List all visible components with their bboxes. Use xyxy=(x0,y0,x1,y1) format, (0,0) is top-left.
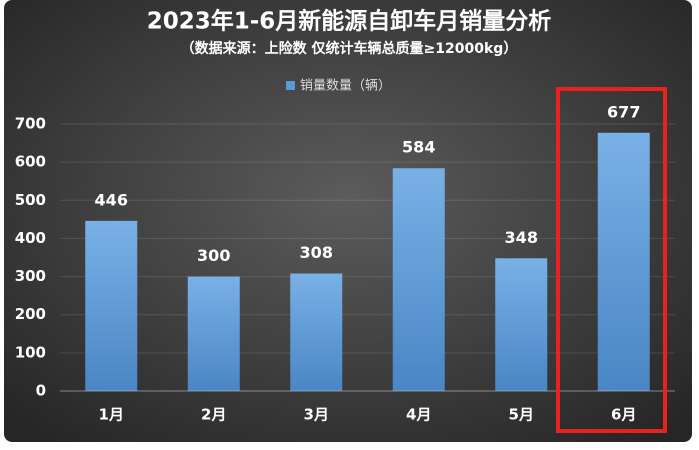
bar xyxy=(85,220,138,391)
chart-subtitle: （数据来源：上险数 仅统计车辆总质量≥12000kg） xyxy=(181,40,518,57)
y-tick-label: 100 xyxy=(15,343,46,361)
data-label: 300 xyxy=(197,246,230,265)
x-tick-label: 3月 xyxy=(304,406,329,424)
data-label: 677 xyxy=(607,102,640,121)
y-tick-label: 300 xyxy=(15,267,46,285)
bar xyxy=(290,273,343,391)
highlight-box xyxy=(556,87,667,433)
data-label: 584 xyxy=(402,138,435,157)
y-tick-label: 600 xyxy=(15,153,46,171)
data-label: 308 xyxy=(300,243,333,262)
bar xyxy=(495,258,548,391)
y-tick-label: 400 xyxy=(15,229,46,247)
x-tick-label: 2月 xyxy=(201,406,226,424)
chart-title: 2023年1-6月新能源自卸车月销量分析 xyxy=(147,8,552,35)
bar xyxy=(392,168,445,391)
y-tick-label: 700 xyxy=(15,115,46,133)
x-tick-label: 6月 xyxy=(611,406,636,424)
y-tick-label: 500 xyxy=(15,191,46,209)
bar xyxy=(597,132,650,391)
x-tick-label: 1月 xyxy=(99,406,124,424)
x-tick-label: 5月 xyxy=(509,406,534,424)
legend-label: 销量数量（辆） xyxy=(300,79,391,94)
data-label: 348 xyxy=(505,228,538,247)
legend-swatch xyxy=(286,81,295,90)
x-tick-label: 4月 xyxy=(406,406,431,424)
y-tick-label: 0 xyxy=(36,382,46,400)
data-label: 446 xyxy=(95,190,128,209)
y-tick-label: 200 xyxy=(15,305,46,323)
bar xyxy=(187,276,240,391)
